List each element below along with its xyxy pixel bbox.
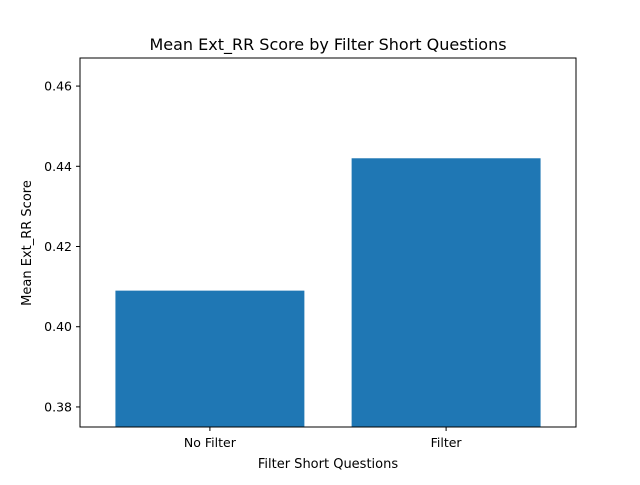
x-axis-label: Filter Short Questions <box>258 457 398 472</box>
x-tick-label: No Filter <box>184 435 237 450</box>
bars-layer <box>115 158 541 428</box>
y-axis-ticks: 0.38 0.40 0.42 0.44 0.46 <box>44 79 80 414</box>
x-axis-ticks: No Filter Filter <box>184 427 462 450</box>
bar-no-filter <box>115 290 305 427</box>
y-tick-label: 0.42 <box>44 239 72 254</box>
bar-filter <box>351 158 541 428</box>
y-tick-label: 0.46 <box>44 79 72 94</box>
y-axis-label: Mean Ext_RR Score <box>20 180 35 306</box>
plot-frame <box>79 57 577 428</box>
y-tick-label: 0.40 <box>44 319 72 334</box>
y-tick-label: 0.44 <box>44 159 72 174</box>
chart-title: Mean Ext_RR Score by Filter Short Questi… <box>149 35 506 55</box>
x-tick-label: Filter <box>431 435 463 450</box>
y-tick-label: 0.38 <box>44 399 72 414</box>
